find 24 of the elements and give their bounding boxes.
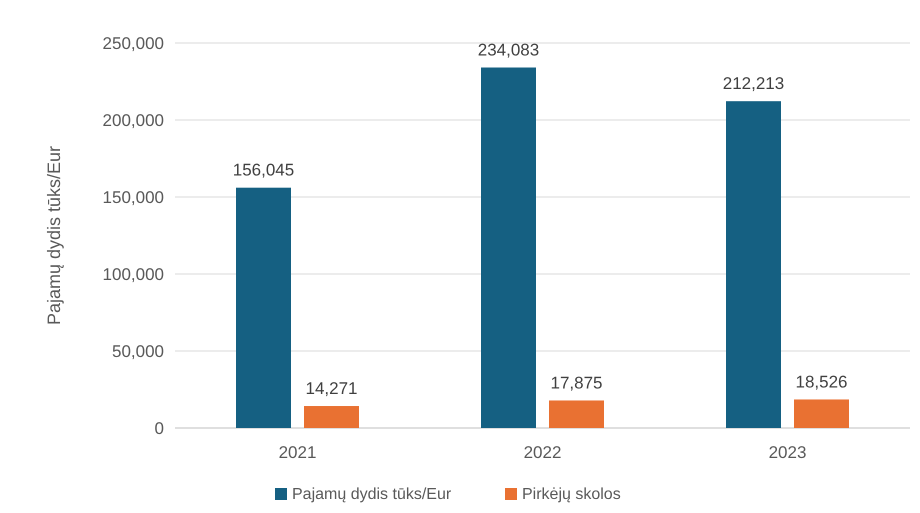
legend-label: Pirkėjų skolos [522,486,621,503]
data-label: 18,526 [796,372,848,392]
y-tick-label: 200,000 [102,110,164,130]
bar [304,406,359,428]
y-tick-label: 50,000 [112,342,164,361]
data-label: 17,875 [550,373,602,392]
bar [481,68,536,428]
data-label: 14,271 [306,379,358,398]
bar [726,101,781,428]
x-tick-label: 2021 [278,443,316,462]
y-tick-label: 0 [154,418,164,438]
y-tick-label: 100,000 [102,264,164,284]
bar [236,188,291,428]
y-tick-label: 150,000 [102,188,164,207]
data-label: 156,045 [232,160,294,180]
y-axis-title: Pajamų dydis tūks/Eur [44,146,64,326]
x-tick-label: 2022 [524,443,562,462]
legend-label: Pajamų dydis tūks/Eur [292,486,452,503]
data-label: 212,213 [722,74,784,94]
y-tick-label: 250,000 [102,34,164,53]
x-tick-label: 2023 [768,443,806,462]
bar [794,399,849,428]
bar [549,400,604,428]
data-label: 234,083 [478,40,540,60]
